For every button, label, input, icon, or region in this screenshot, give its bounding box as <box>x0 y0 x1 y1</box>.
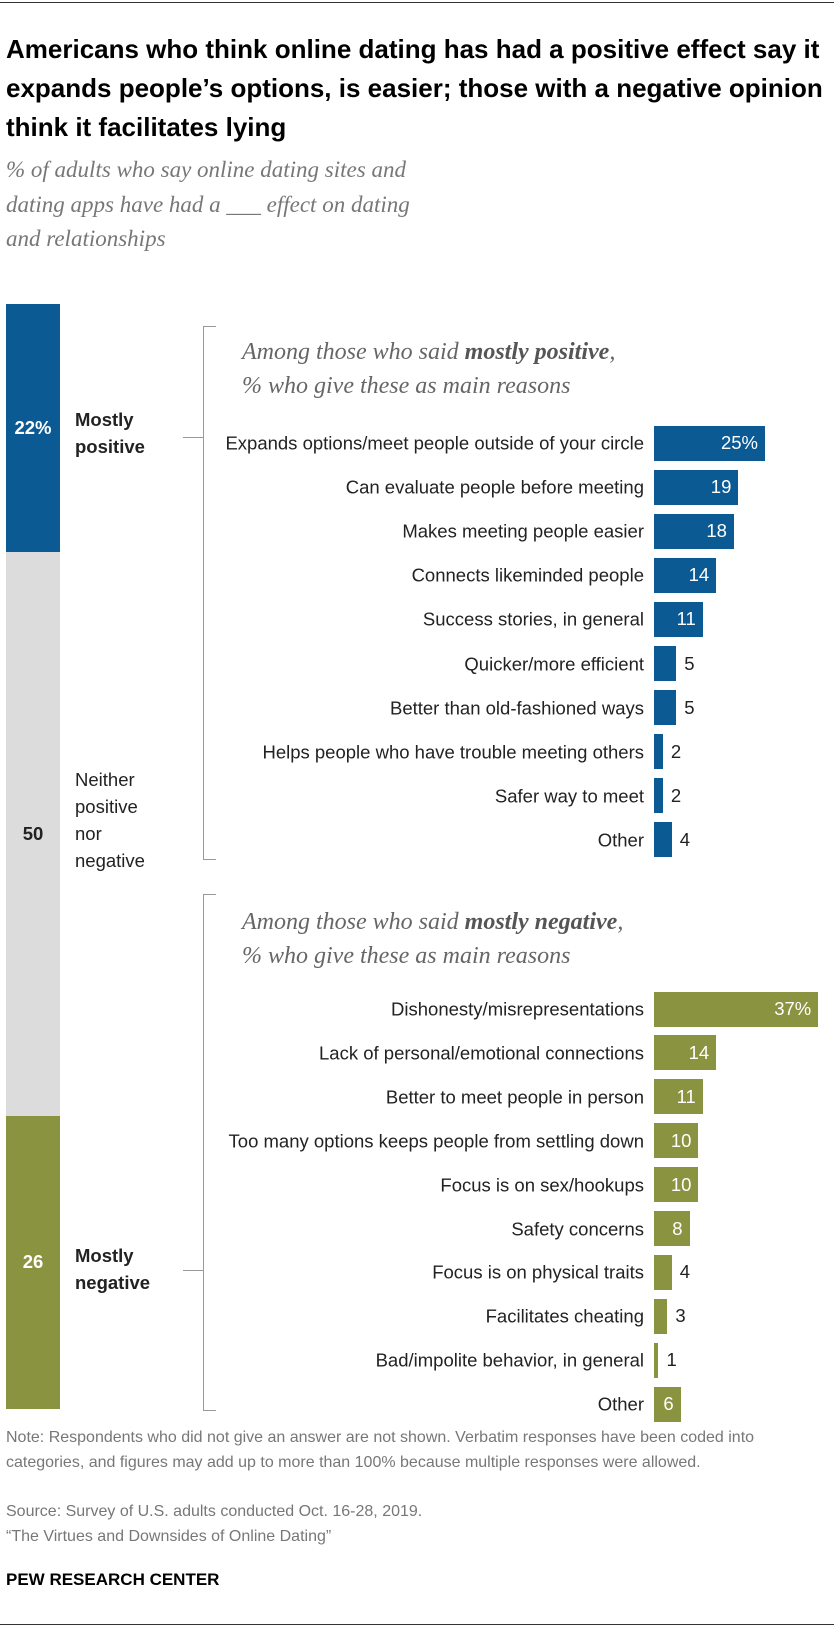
value-label: 37% <box>774 998 812 1019</box>
category-label: Facilitates cheating <box>485 1305 644 1327</box>
segment-label: 26 <box>22 1251 44 1273</box>
value-label: 11 <box>676 1085 696 1107</box>
bracket <box>203 894 216 1411</box>
bar <box>654 991 819 1027</box>
bar <box>654 601 703 637</box>
category-label: Safer way to meet <box>494 785 644 807</box>
note: Note: Respondents who did not give an an… <box>6 1429 755 1471</box>
legend-label: Mostly negative <box>75 1245 151 1293</box>
bar <box>654 1298 668 1334</box>
value-label: 25% <box>720 432 758 453</box>
chart-title: Among those who said mostly positive, % w… <box>242 335 822 403</box>
title-emphasis: mostly negative <box>464 909 618 935</box>
value-label: 5 <box>684 652 695 674</box>
source: Source: Survey of U.S. adults conducted … <box>6 1503 423 1520</box>
category-label: Better than old-fashioned ways <box>389 697 644 719</box>
title-part: , <box>617 909 624 935</box>
segment-label: 22% <box>14 417 52 439</box>
title: Americans who think online dating has ha… <box>6 34 823 142</box>
value-label: 1 <box>666 1349 677 1371</box>
category-label: Connects likeminded people <box>411 564 644 586</box>
subtitle: % of adults who say online dating sites … <box>6 157 410 251</box>
chart-title: Among those who said mostly negative, % w… <box>242 905 822 973</box>
stacked-segment <box>6 552 60 1116</box>
title-part: Among those who said <box>242 339 465 365</box>
bar <box>654 1211 690 1246</box>
value-label: 4 <box>679 1261 691 1283</box>
report: “The Virtues and Downsides of Online Dat… <box>6 1528 332 1545</box>
segment-label: 50 <box>22 822 44 844</box>
value-label: 14 <box>688 1041 710 1063</box>
value-label: 4 <box>679 828 691 850</box>
category-label: Safety concerns <box>511 1218 644 1239</box>
category-label: Success stories, in general <box>422 608 644 630</box>
category-label: Other <box>597 829 644 851</box>
bar <box>654 822 672 858</box>
bar <box>654 1035 717 1071</box>
title-part: Among those who said <box>242 909 465 935</box>
value-label: 2 <box>670 740 682 762</box>
top-rule <box>0 2 834 3</box>
category-label: Makes meeting people easier <box>402 520 644 542</box>
bottom-rule <box>0 1624 834 1625</box>
bar <box>654 469 739 505</box>
bar <box>654 425 765 461</box>
value-label: 10 <box>670 1173 692 1195</box>
stacked-segment <box>6 304 60 553</box>
category-label: Lack of personal/emotional connections <box>319 1042 644 1064</box>
category-label: Can evaluate people before meeting <box>345 476 644 498</box>
category-label: Dishonesty/misrepresentations <box>391 998 644 1020</box>
category-label: Helps people who have trouble meeting ot… <box>262 741 644 763</box>
value-label: 11 <box>676 608 696 630</box>
bar <box>654 1386 681 1422</box>
value-label: 8 <box>672 1217 683 1239</box>
category-label: Quicker/more efficient <box>464 653 644 674</box>
bar <box>654 1167 699 1203</box>
value-label: 14 <box>688 564 710 586</box>
bracket-connector <box>183 1270 203 1271</box>
category-label: Better to meet people in person <box>385 1086 644 1108</box>
title-emphasis: mostly positive <box>464 339 610 365</box>
bar <box>654 1254 672 1290</box>
legend-label: Neither positive nor negative <box>75 769 145 871</box>
value-label: 10 <box>670 1129 692 1151</box>
bar <box>654 1123 699 1159</box>
stacked-segment <box>6 1115 60 1409</box>
value-label: 3 <box>675 1305 686 1327</box>
category-label: Focus is on sex/hookups <box>440 1174 644 1196</box>
title-part: % who give these as main reasons <box>242 373 571 399</box>
category-label: Other <box>597 1393 644 1415</box>
bar <box>654 646 677 681</box>
value-label: 6 <box>663 1393 674 1415</box>
bar <box>654 734 663 770</box>
bar <box>654 690 677 726</box>
bracket <box>203 326 216 860</box>
bracket-connector <box>183 437 203 438</box>
title-part: , <box>609 339 616 365</box>
brand: PEW RESEARCH CENTER <box>6 1570 220 1589</box>
value-label: 2 <box>670 784 682 806</box>
bar <box>654 1079 703 1115</box>
value-label: 5 <box>684 696 695 718</box>
value-label: 18 <box>706 520 727 542</box>
title-part: % who give these as main reasons <box>242 943 571 969</box>
value-label: 19 <box>710 476 732 498</box>
category-label: Focus is on physical traits <box>432 1261 644 1283</box>
bar <box>654 513 734 549</box>
category-label: Too many options keeps people from settl… <box>228 1130 644 1152</box>
bar <box>654 1342 659 1378</box>
category-label: Bad/impolite behavior, in general <box>375 1349 644 1371</box>
category-label: Expands options/meet people outside of y… <box>225 432 644 454</box>
legend-label: Mostly positive <box>75 409 145 457</box>
bar <box>654 557 717 593</box>
bar <box>654 778 663 814</box>
